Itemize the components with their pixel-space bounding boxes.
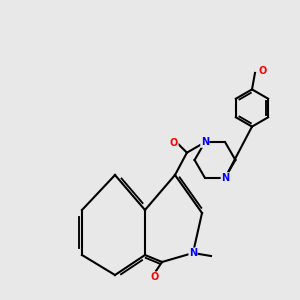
Text: O: O <box>258 66 267 76</box>
Text: N: N <box>201 137 209 147</box>
Text: O: O <box>150 272 159 282</box>
Text: N: N <box>189 248 197 258</box>
Text: N: N <box>221 173 229 183</box>
Text: O: O <box>170 138 178 148</box>
